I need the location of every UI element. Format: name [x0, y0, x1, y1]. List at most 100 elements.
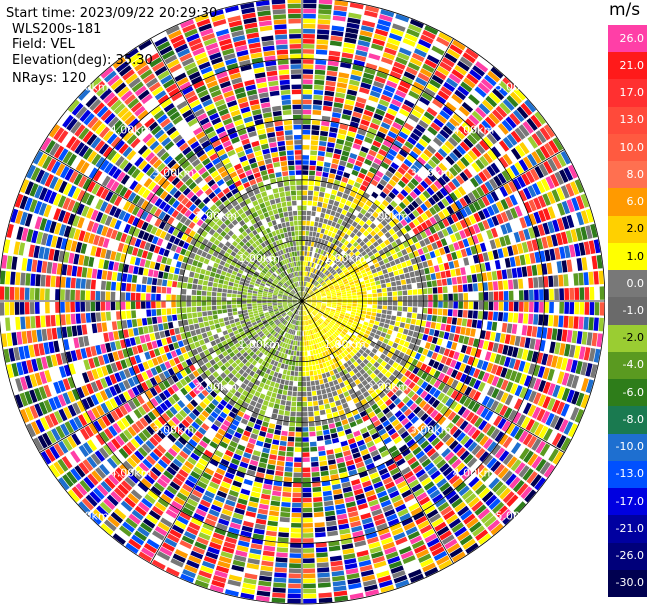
range-gate	[360, 269, 366, 275]
range-gate	[384, 47, 397, 56]
range-gate	[288, 426, 295, 432]
range-gate	[310, 355, 315, 361]
range-gate	[306, 381, 311, 387]
range-gate	[345, 211, 352, 218]
range-gate	[374, 28, 389, 37]
range-gate	[357, 294, 362, 298]
range-gate	[298, 366, 302, 372]
range-gate	[351, 323, 357, 329]
range-gate	[306, 302, 312, 305]
range-gate	[182, 352, 190, 360]
range-gate	[481, 231, 489, 241]
range-gate	[467, 426, 477, 437]
range-gate	[351, 221, 358, 228]
range-gate	[490, 66, 504, 79]
range-gate	[264, 312, 269, 316]
range-gate	[309, 324, 313, 330]
range-gate	[370, 415, 379, 423]
range-gate	[448, 333, 455, 341]
range-gate	[311, 303, 317, 305]
range-gate	[388, 382, 396, 390]
range-gate	[362, 294, 367, 298]
range-gate	[296, 411, 302, 417]
range-gate	[321, 315, 326, 320]
range-gate	[303, 583, 316, 589]
range-gate	[452, 551, 466, 563]
range-gate	[207, 463, 217, 472]
range-gate	[487, 519, 501, 532]
range-gate	[154, 462, 165, 473]
range-gate	[473, 292, 479, 301]
range-gate	[516, 348, 524, 359]
range-gate	[361, 20, 376, 28]
range-gate	[561, 260, 568, 273]
range-gate	[213, 407, 222, 415]
range-gate	[464, 118, 476, 129]
range-gate	[277, 351, 282, 357]
range-gate	[165, 409, 174, 419]
range-gate	[369, 471, 380, 480]
range-gate	[319, 310, 324, 314]
range-gate	[561, 387, 571, 402]
range-gate	[510, 459, 522, 472]
range-gate	[589, 302, 595, 316]
range-gate	[388, 191, 396, 200]
range-gate	[280, 435, 288, 441]
range-gate	[420, 340, 427, 348]
range-gate	[332, 302, 337, 305]
range-gate	[74, 465, 86, 478]
range-gate	[519, 373, 527, 385]
range-gate	[392, 23, 406, 32]
range-gate	[287, 436, 295, 442]
range-gate	[422, 334, 429, 341]
range-gate	[306, 301, 312, 303]
range-gate	[201, 344, 208, 351]
range-gate	[309, 290, 313, 295]
range-gate	[481, 195, 491, 207]
range-gate	[409, 442, 419, 452]
range-gate	[334, 97, 345, 104]
range-gate	[512, 109, 525, 123]
range-gate	[322, 346, 327, 352]
range-gate	[502, 312, 509, 322]
range-gate	[305, 356, 309, 361]
range-gate	[483, 291, 489, 301]
range-gate	[393, 270, 399, 276]
range-gate	[327, 65, 339, 72]
range-gate	[285, 316, 290, 321]
range-gate	[344, 140, 353, 148]
range-gate	[509, 476, 521, 489]
range-gate	[302, 391, 307, 397]
range-gate	[408, 381, 416, 390]
range-gate	[210, 411, 219, 419]
range-gate	[194, 541, 207, 550]
range-gate	[560, 231, 568, 245]
range-gate	[293, 309, 297, 314]
range-gate	[245, 510, 257, 518]
range-gate	[254, 445, 263, 452]
range-gate	[365, 589, 380, 597]
range-gate	[416, 492, 428, 502]
range-gate	[399, 210, 408, 218]
range-gate	[245, 354, 252, 361]
range-gate	[249, 388, 256, 395]
range-gate	[313, 316, 318, 321]
range-gate	[359, 87, 370, 95]
range-gate	[294, 325, 297, 331]
range-gate	[184, 375, 192, 384]
range-gate	[240, 319, 246, 325]
range-gate	[333, 283, 339, 287]
range-gate	[342, 486, 353, 493]
range-gate	[372, 241, 379, 248]
range-gate	[468, 337, 475, 346]
range-gate	[244, 328, 250, 334]
range-gate	[321, 303, 327, 305]
range-gate	[373, 481, 384, 489]
range-gate	[429, 102, 441, 113]
range-gate	[542, 193, 551, 206]
range-gate	[285, 400, 292, 406]
range-gate	[504, 257, 511, 268]
range-gate	[269, 311, 275, 316]
range-gate	[511, 324, 518, 335]
range-gate	[163, 389, 171, 399]
